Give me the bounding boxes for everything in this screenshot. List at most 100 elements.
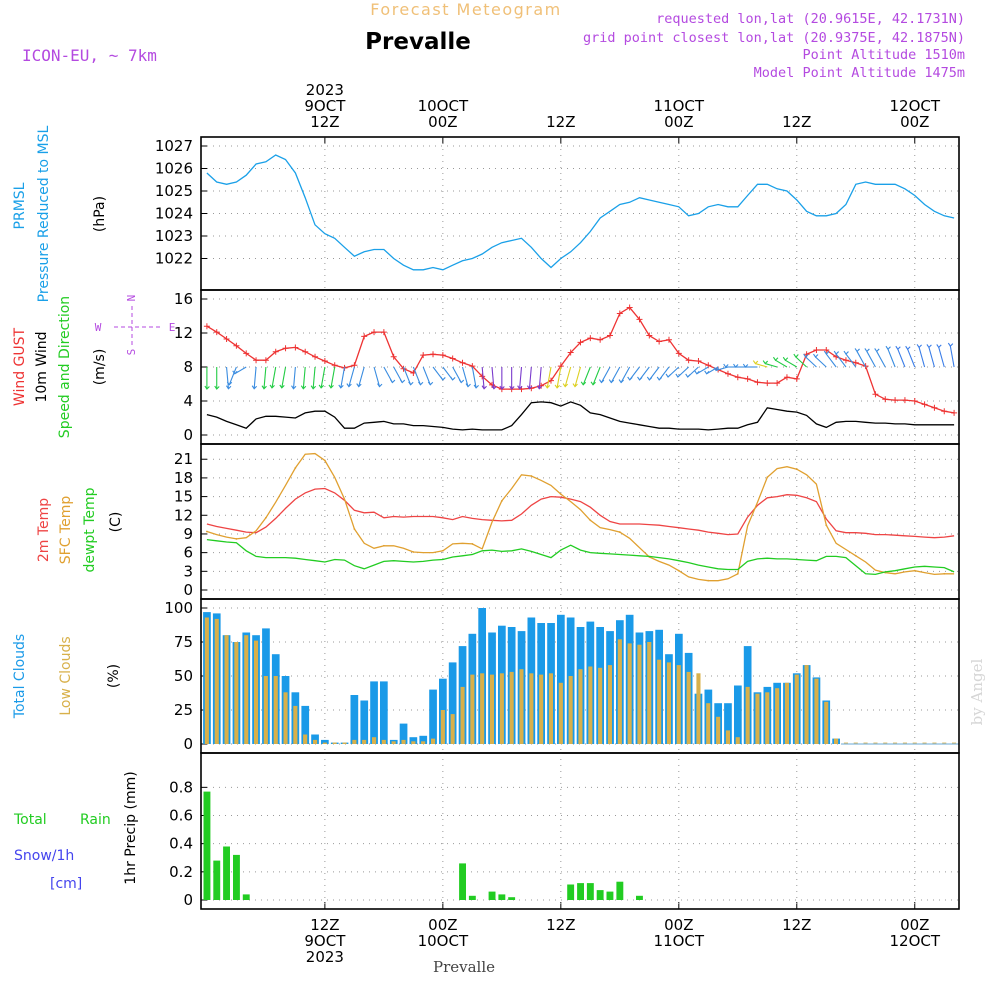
wind-arrowhead	[813, 353, 819, 358]
precip-snow-label: Snow/1h	[14, 848, 74, 864]
wind-arrowhead	[346, 383, 352, 388]
y-tick-label: 50	[174, 667, 193, 685]
gust-marker	[567, 349, 574, 356]
top-time-label: 00Z	[900, 113, 929, 131]
low_clouds-bar	[902, 742, 907, 744]
rain-bar	[203, 791, 211, 900]
sfctemp-point	[205, 530, 208, 533]
low_clouds-bar	[637, 644, 642, 744]
gust-marker	[616, 310, 623, 317]
low_clouds-bar	[912, 742, 917, 744]
low_clouds-bar	[716, 716, 721, 744]
footer: Prevalle by Angel	[433, 658, 986, 976]
low_clouds-bar	[745, 686, 750, 744]
wind-arrowhead	[517, 385, 523, 390]
y-tick-label: 0	[183, 426, 193, 444]
wind-arrow	[403, 366, 412, 386]
total_clouds-bar	[380, 681, 388, 744]
wind-arrowhead	[544, 384, 551, 389]
wind-arrowhead	[637, 376, 643, 381]
low_clouds-bar	[214, 618, 219, 744]
wind-arrow	[784, 359, 798, 368]
wind-arrowhead	[554, 384, 560, 389]
y-tick-label: 21	[174, 450, 193, 468]
sfctemp-point	[382, 544, 385, 547]
low_clouds-bar	[273, 676, 278, 744]
sfctemp-point	[235, 538, 238, 540]
low_clouds-bar	[558, 682, 563, 744]
wind-arrowhead	[427, 381, 434, 386]
gust-marker	[852, 359, 859, 366]
low_clouds-bar	[342, 742, 347, 744]
gust-marker	[783, 374, 790, 381]
wind-arrow	[907, 348, 916, 368]
gust-marker	[941, 408, 948, 415]
gust-marker	[646, 332, 653, 339]
bottom-time-label: 11OCT	[654, 932, 705, 950]
low_clouds-bar	[942, 742, 947, 744]
y-tick-label: 1027	[155, 137, 193, 155]
bottom-time-label: 12Z	[782, 916, 811, 934]
gust-marker	[774, 380, 781, 387]
rain-bar	[577, 883, 584, 900]
wind-arrow	[928, 347, 935, 368]
gust-marker	[911, 398, 918, 404]
rain-bar	[636, 895, 643, 900]
wind-arrowhead	[251, 385, 258, 390]
wind-arrow	[715, 366, 729, 371]
bottom-time-label: 12Z	[310, 916, 339, 934]
y-tick-label: 18	[174, 469, 193, 487]
rain-bar	[596, 890, 604, 900]
low_clouds-bar	[322, 742, 327, 744]
sfctemp-point	[707, 579, 710, 582]
low_clouds-bar	[480, 673, 485, 744]
wind-arrowhead	[458, 379, 465, 384]
y-tick-label: 0	[183, 581, 193, 599]
low_clouds-bar	[362, 739, 367, 744]
rain-bar	[508, 897, 516, 900]
pressure-unit-label: (hPa)	[92, 196, 108, 232]
y-tick-label: 0.6	[169, 807, 193, 825]
low_clouds-bar	[617, 639, 622, 744]
wind-arrow	[538, 366, 542, 389]
gust-line	[206, 306, 955, 414]
gust-marker	[262, 357, 269, 364]
temp2m-label: 2m Temp	[36, 498, 52, 562]
wind-arrowhead	[916, 344, 922, 349]
bottom-time-label: 2023	[306, 948, 344, 966]
wind-arrow	[805, 356, 817, 368]
wind-arrowhead	[225, 385, 232, 390]
wind-arrow	[887, 348, 896, 368]
top-time-label: 12Z	[546, 113, 575, 131]
wind-arrow	[271, 366, 277, 389]
low_clouds-bar	[372, 737, 377, 744]
gust-marker	[459, 359, 466, 366]
wind-panel: Wind GUST 10m Wind Speed and Direction (…	[12, 289, 960, 445]
total_clouds-bar	[429, 689, 437, 744]
wind-arrowhead	[440, 376, 446, 381]
gust-marker	[272, 348, 279, 355]
rain-bar	[586, 883, 594, 900]
top-time-label: 00Z	[664, 113, 693, 131]
wind-arrow	[795, 356, 807, 368]
wind-arrowhead	[936, 344, 942, 349]
gust-marker	[606, 332, 613, 339]
gust-marker	[479, 373, 486, 380]
wind-arrow	[600, 366, 611, 383]
wind-arrow	[253, 366, 257, 389]
sfctemp-point	[412, 551, 415, 553]
wind-arrow	[620, 366, 631, 383]
wind-arrowhead	[675, 373, 681, 378]
wind-arrow	[481, 366, 485, 389]
wind-arrowhead	[536, 385, 543, 390]
wind-arrowhead	[627, 376, 633, 381]
low_clouds-bar	[706, 703, 711, 744]
low_clouds-bar	[627, 643, 632, 744]
top-time-label: 11OCT	[654, 97, 705, 115]
gust-marker	[597, 336, 604, 343]
requested-coords: requested lon,lat (20.9615E, 42.1731N)	[656, 11, 965, 27]
top-time-label: 2023	[306, 81, 344, 99]
gust-marker	[665, 336, 672, 343]
low_clouds-bar	[873, 742, 878, 744]
gust-marker	[921, 401, 928, 408]
